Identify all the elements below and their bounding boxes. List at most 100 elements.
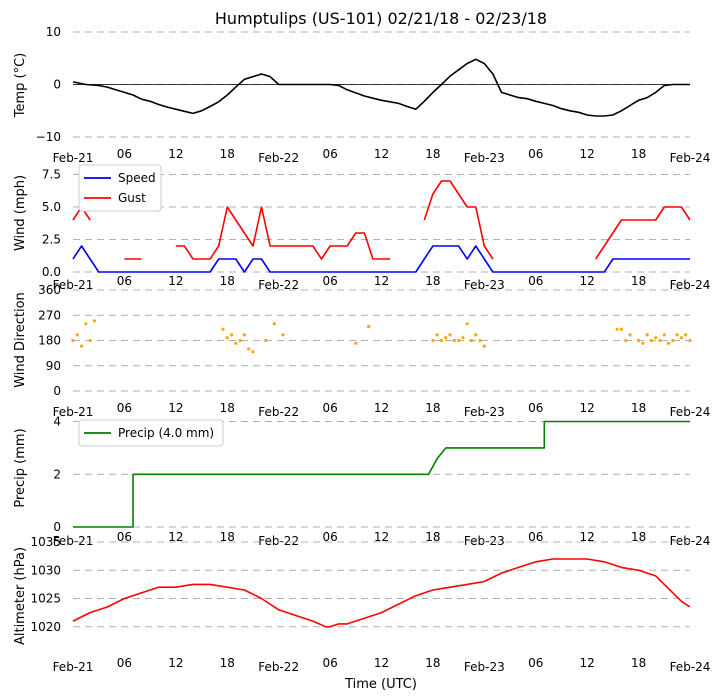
x-tick-label: 06: [117, 401, 132, 415]
y-tick-label: −10: [36, 130, 61, 144]
x-tick-label: 06: [117, 147, 132, 161]
x-tick-label: Feb-22: [258, 151, 299, 165]
y-axis-label: Precip (mm): [13, 428, 28, 507]
x-tick-label: 12: [168, 656, 183, 670]
x-tick-label: 18: [425, 274, 440, 288]
x-tick-label: Feb-23: [464, 534, 505, 548]
x-tick-label: Feb-21: [53, 278, 94, 292]
data-point: [452, 338, 456, 343]
legend-label: Precip (4.0 mm): [118, 426, 214, 440]
legend-label: Gust: [118, 191, 146, 205]
x-tick-label: Feb-23: [464, 405, 505, 419]
y-axis-label: Wind Direction: [13, 292, 28, 388]
data-point: [688, 338, 692, 343]
series-line-gust: [595, 206, 691, 260]
x-tick-label: 18: [631, 401, 646, 415]
data-point: [439, 338, 444, 343]
y-tick-label: 0.0: [42, 265, 61, 279]
x-axis-label: Time (UTC): [344, 677, 417, 692]
data-point: [662, 333, 666, 337]
data-point: [281, 333, 285, 337]
data-point: [264, 338, 268, 343]
y-tick-label: 2.5: [42, 233, 61, 247]
x-tick-label: 06: [322, 401, 337, 415]
x-tick-label: 12: [374, 656, 389, 670]
panel-4: 4 2 0 Precip (mm) Feb-21 06 12 18 Feb-22 06 12 18 Fe…: [13, 415, 710, 548]
y-tick-label: 0: [53, 384, 61, 398]
y-tick-label: 4: [53, 415, 61, 429]
data-point: [251, 350, 255, 354]
data-point: [684, 333, 688, 337]
data-point: [448, 333, 452, 337]
chart-title: Humptulips (US-101) 02/21/18 - 02/23/18: [215, 9, 547, 28]
y-axis-label: Wind (mph): [13, 175, 28, 251]
series-line-gust: [423, 180, 494, 260]
data-point: [679, 336, 684, 340]
x-tick-label: Feb-23: [464, 278, 505, 292]
data-point: [645, 333, 649, 337]
data-point: [649, 338, 654, 343]
x-tick-label: 12: [374, 147, 389, 161]
panel-2: 7.5 5.0 2.5 0.0 Wind (mph) Feb-21 06 12 18 Feb-22…: [13, 164, 710, 292]
legend-label: Speed: [118, 171, 156, 185]
x-tick-label: 06: [528, 656, 543, 670]
x-tick-label: 06: [528, 530, 543, 544]
x-tick-label: Feb-21: [53, 534, 94, 548]
series-line-gust: [175, 206, 391, 260]
x-tick-label: 06: [117, 656, 132, 670]
x-tick-label: Feb-21: [53, 660, 94, 674]
data-point: [354, 341, 358, 345]
data-point: [478, 338, 482, 343]
y-tick-label: 270: [38, 308, 61, 322]
x-tick-label: 06: [322, 656, 337, 670]
x-tick-label: 06: [322, 147, 337, 161]
x-tick-label: 18: [425, 656, 440, 670]
data-point: [247, 347, 251, 351]
data-point: [641, 341, 645, 345]
x-tick-label: Feb-22: [258, 405, 299, 419]
x-tick-label: 12: [580, 530, 595, 544]
data-point: [71, 338, 75, 343]
data-point: [636, 338, 641, 343]
data-point: [482, 344, 486, 348]
data-point: [675, 333, 679, 337]
data-point: [84, 322, 88, 326]
data-point: [229, 333, 234, 337]
y-tick-label: 180: [38, 334, 61, 348]
y-tick-label: 0: [53, 520, 61, 534]
x-tick-label: 18: [425, 530, 440, 544]
data-point: [469, 338, 474, 343]
series-line-altimeter: [72, 558, 691, 628]
data-point: [461, 336, 465, 340]
x-tick-label: Feb-22: [258, 534, 299, 548]
x-tick-label: 06: [117, 274, 132, 288]
data-point: [671, 338, 675, 343]
data-point: [242, 333, 246, 337]
data-point: [624, 338, 628, 343]
data-point: [474, 333, 478, 337]
x-tick-label: 06: [322, 274, 337, 288]
x-tick-label: Feb-22: [258, 660, 299, 674]
x-tick-label: 12: [374, 274, 389, 288]
x-tick-label: Feb-24: [670, 534, 711, 548]
series-line-precip-4-0-mm-: [73, 420, 690, 528]
x-tick-label: 18: [220, 147, 235, 161]
x-tick-label: Feb-22: [258, 278, 299, 292]
data-point: [628, 333, 632, 337]
x-tick-label: 18: [220, 656, 235, 670]
data-point: [75, 333, 79, 337]
data-point: [444, 336, 448, 340]
y-tick-label: 5.0: [42, 200, 61, 214]
x-tick-label: 12: [580, 401, 595, 415]
data-point: [666, 341, 671, 345]
x-tick-label: 12: [168, 274, 183, 288]
x-tick-label: 12: [168, 401, 183, 415]
data-point: [465, 322, 469, 326]
y-tick-label: 0: [53, 78, 61, 92]
data-point: [79, 344, 84, 348]
data-point: [92, 319, 97, 323]
panel-3: 360 270 180 90 0 Wind Direction Feb-21 06 12 18 Fe…: [13, 283, 710, 419]
x-tick-label: 18: [220, 401, 235, 415]
data-point: [225, 336, 229, 340]
x-tick-label: 06: [322, 530, 337, 544]
